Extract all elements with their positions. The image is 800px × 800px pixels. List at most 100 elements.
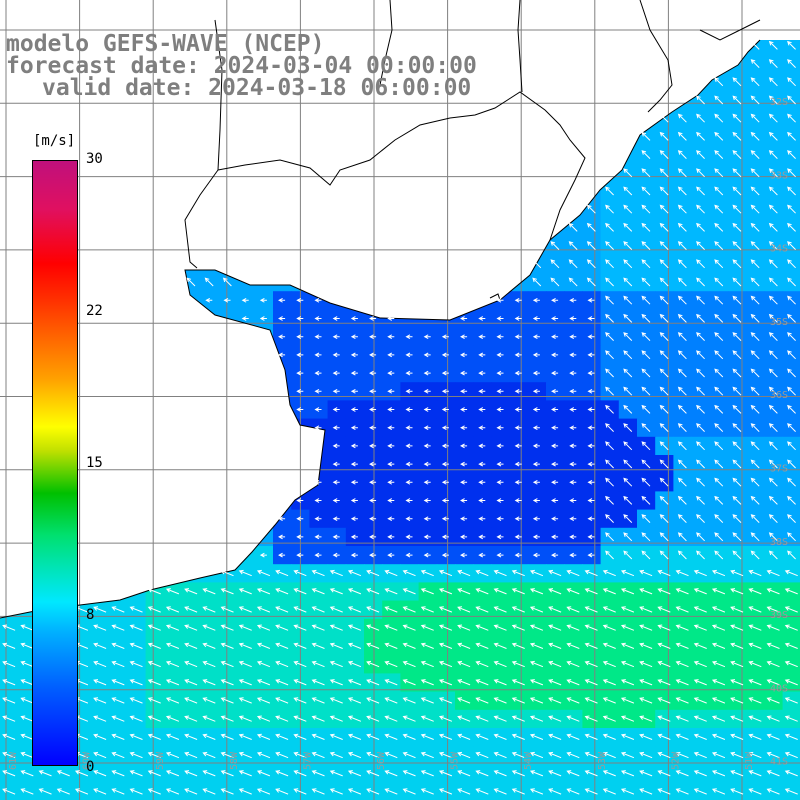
wind-arrow: [750, 222, 760, 232]
wind-arrow: [569, 407, 577, 412]
wind-arrow: [750, 241, 760, 250]
wind-arrow: [641, 532, 651, 542]
wind-arrow: [677, 186, 687, 196]
wind-arrow: [696, 277, 705, 287]
wind-arrow: [350, 498, 358, 503]
wind-arrow: [405, 552, 413, 558]
wind-arrow: [332, 334, 340, 340]
wind-arrow: [677, 514, 687, 523]
wind-arrow: [750, 95, 760, 105]
wind-arrow: [641, 259, 651, 269]
wind-arrow: [220, 569, 234, 577]
wind-arrow: [787, 131, 796, 141]
wind-arrow: [329, 588, 343, 595]
wind-arrow: [787, 404, 796, 414]
wind-arrow: [369, 461, 377, 467]
wind-arrow: [205, 297, 213, 303]
wind-arrow: [493, 569, 507, 577]
wind-arrow: [441, 407, 449, 412]
wind-arrow: [659, 350, 669, 360]
wind-arrow: [605, 459, 614, 469]
wind-arrow: [478, 407, 486, 412]
wind-arrow: [659, 259, 669, 269]
wind-arrow: [641, 313, 651, 323]
wind-arrow: [369, 370, 377, 376]
wind-arrow: [641, 150, 651, 159]
wind-arrow: [296, 352, 304, 358]
wind-arrow: [496, 443, 504, 449]
wind-arrow: [423, 461, 431, 467]
wind-arrow: [586, 222, 596, 232]
wind-arrow: [405, 388, 413, 394]
wind-arrow: [605, 477, 614, 487]
wind-arrow: [532, 277, 542, 287]
wind-arrow: [496, 352, 504, 358]
wind-arrow: [496, 425, 504, 431]
wind-arrow: [350, 552, 358, 558]
wind-arrow: [768, 368, 778, 378]
wind-arrow: [332, 498, 340, 503]
wind-arrow: [784, 569, 798, 577]
latitude-label: 40S: [770, 683, 788, 694]
wind-arrow: [551, 552, 559, 558]
wind-arrow: [623, 204, 633, 214]
wind-arrow: [551, 388, 559, 394]
wind-arrow: [605, 222, 614, 232]
wind-arrow: [641, 277, 651, 287]
wind-arrow: [732, 404, 742, 414]
wind-arrow: [732, 295, 742, 305]
wind-arrow: [714, 150, 724, 159]
wind-arrow: [569, 334, 577, 340]
wind-arrow: [768, 222, 778, 232]
wind-arrow: [438, 588, 453, 595]
wind-arrow: [677, 131, 687, 141]
wind-arrow: [296, 498, 304, 503]
wind-arrow: [586, 241, 596, 250]
wind-arrow: [569, 516, 577, 522]
wind-arrow: [532, 407, 540, 412]
wind-arrow: [441, 552, 449, 558]
wind-arrow: [514, 297, 522, 303]
longitude-label: 52W: [670, 751, 681, 770]
wind-arrow: [423, 407, 431, 412]
wind-arrow: [569, 297, 577, 303]
wind-arrow: [714, 131, 724, 141]
wind-arrow: [732, 150, 742, 159]
wind-arrow: [587, 516, 595, 522]
wind-arrow: [275, 569, 289, 577]
wind-arrow: [366, 569, 380, 577]
wind-arrow: [750, 204, 760, 214]
wind-arrow: [478, 534, 486, 540]
wind-arrow: [641, 423, 651, 432]
wind-arrow: [732, 368, 742, 378]
wind-arrow: [405, 370, 413, 376]
wind-arrow: [551, 479, 559, 485]
wind-arrow: [768, 40, 778, 50]
wind-arrow: [768, 386, 778, 396]
wind-arrow: [311, 588, 325, 595]
wind-arrow: [677, 550, 687, 560]
wind-arrow: [568, 277, 578, 287]
wind-arrow: [659, 477, 669, 487]
wind-arrow: [696, 477, 705, 487]
wind-arrow: [387, 516, 395, 522]
wind-arrow: [314, 479, 322, 485]
wind-arrow: [496, 552, 504, 558]
wind-arrow: [714, 113, 724, 123]
wind-arrow: [332, 552, 340, 558]
wind-arrow: [350, 370, 358, 376]
wind-arrow: [293, 588, 307, 595]
wind-arrow: [478, 443, 486, 449]
wind-arrow: [677, 113, 687, 123]
wind-arrow: [677, 423, 687, 432]
wind-arrow: [623, 241, 633, 250]
wind-arrow: [584, 569, 598, 577]
wind-arrow: [659, 495, 669, 505]
wind-arrow: [587, 461, 595, 467]
wind-arrow: [787, 113, 796, 123]
wind-arrow: [551, 334, 559, 340]
wind-arrow: [623, 313, 633, 323]
wind-arrow: [569, 316, 577, 321]
wind-arrow: [714, 259, 724, 269]
